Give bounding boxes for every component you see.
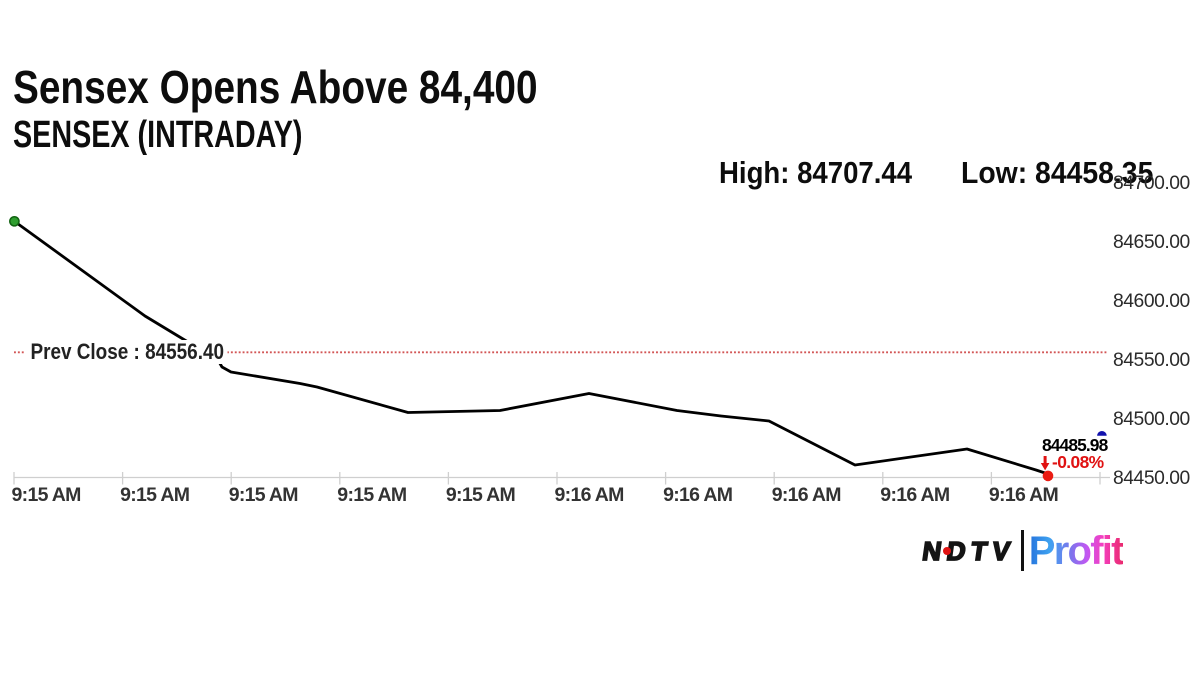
svg-text:NDTV: NDTV	[920, 536, 1017, 566]
